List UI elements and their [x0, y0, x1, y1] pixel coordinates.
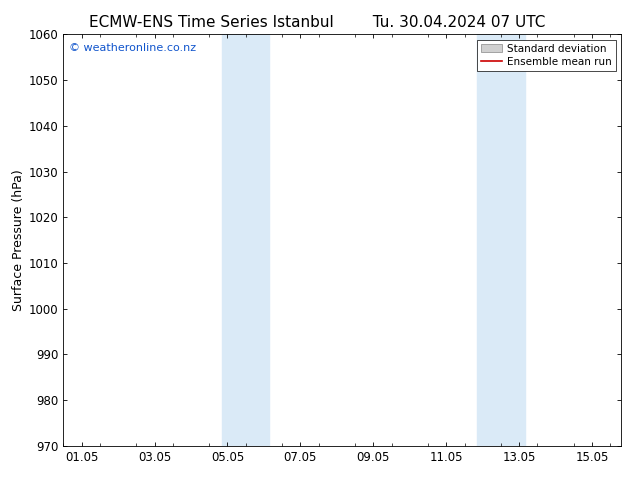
Y-axis label: Surface Pressure (hPa): Surface Pressure (hPa) — [11, 169, 25, 311]
Legend: Standard deviation, Ensemble mean run: Standard deviation, Ensemble mean run — [477, 40, 616, 71]
Text: © weatheronline.co.nz: © weatheronline.co.nz — [69, 43, 196, 52]
Bar — [477, 34, 525, 446]
Bar — [222, 34, 269, 446]
Text: ECMW-ENS Time Series Istanbul        Tu. 30.04.2024 07 UTC: ECMW-ENS Time Series Istanbul Tu. 30.04.… — [89, 15, 545, 30]
